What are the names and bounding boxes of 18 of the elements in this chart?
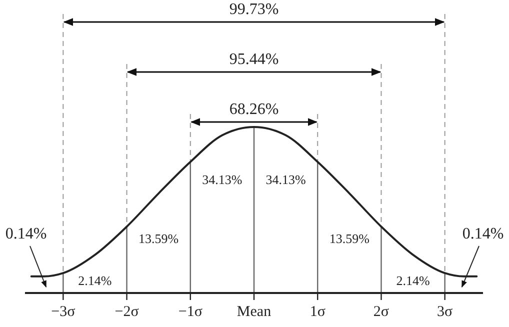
annotation: 34.13%	[266, 172, 306, 187]
x-tick-label: 3σ	[437, 304, 453, 320]
text: 95.44%	[229, 51, 279, 68]
annotation: 34.13%	[202, 172, 242, 187]
x-tick-label: Mean	[236, 304, 272, 320]
x-tick-label: −3σ	[51, 304, 76, 320]
text: 68.26%	[229, 101, 279, 118]
annotation: 13.59%	[329, 230, 370, 246]
x-tick-label: −2σ	[114, 304, 139, 320]
x-tick-label: 1σ	[310, 304, 326, 320]
annotation: 0.14%	[462, 226, 504, 243]
x-tick-label: 2σ	[373, 304, 390, 320]
x-tick-label: −1σ	[178, 304, 202, 320]
text: 99.73%	[229, 1, 279, 18]
annotation: 13.59%	[138, 230, 179, 246]
annotation: 0.14%	[5, 226, 47, 243]
annotation: 2.14%	[396, 272, 430, 288]
annotation: 2.14%	[78, 272, 112, 288]
